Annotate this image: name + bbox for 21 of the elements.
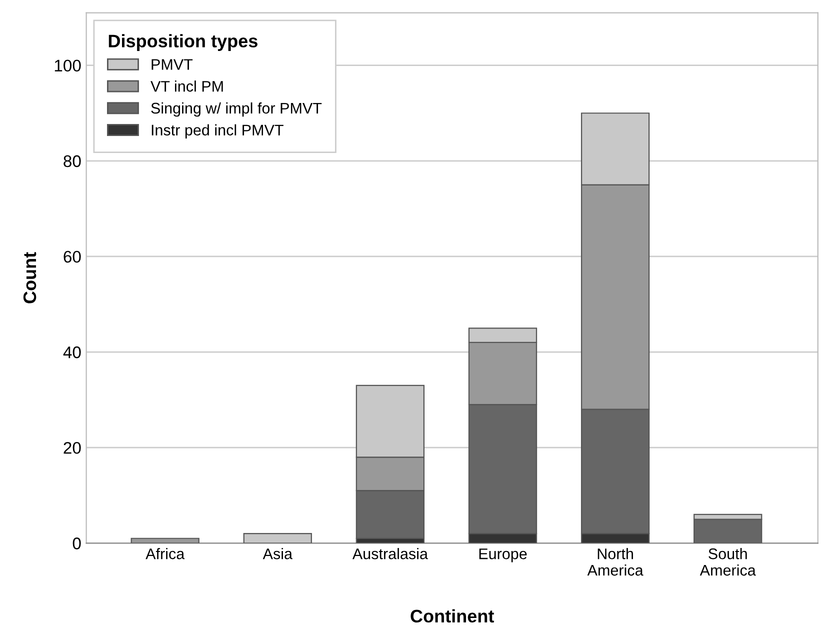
- y-tick-label: 0: [72, 538, 81, 550]
- x-tick-label: North America: [587, 548, 644, 576]
- legend-label: PMVT: [152, 59, 193, 70]
- x-tick-label: South America: [700, 548, 756, 576]
- legend-title: Disposition types: [108, 34, 258, 51]
- x-axis-title: Continent: [410, 609, 494, 623]
- legend-label: Singing w/ impl for PMVT: [151, 102, 322, 117]
- bar: [130, 538, 200, 544]
- legend-label: Instr ped incl PMVT: [152, 124, 284, 139]
- legend-label: VT incl PM: [150, 80, 223, 92]
- y-tick-label: 40: [63, 346, 81, 358]
- y-tick-label: 60: [64, 250, 81, 263]
- x-tick-label: Australasia: [352, 548, 428, 560]
- y-axis-title: Count: [23, 252, 36, 304]
- y-tick-label: 20: [64, 442, 81, 454]
- x-tick-label: Africa: [146, 548, 185, 560]
- x-tick-label: Asia: [262, 548, 293, 560]
- y-tick-label: 80: [64, 155, 81, 168]
- y-tick-label: 100: [54, 60, 81, 72]
- bar: [243, 533, 312, 544]
- x-tick-label: Europe: [479, 548, 527, 562]
